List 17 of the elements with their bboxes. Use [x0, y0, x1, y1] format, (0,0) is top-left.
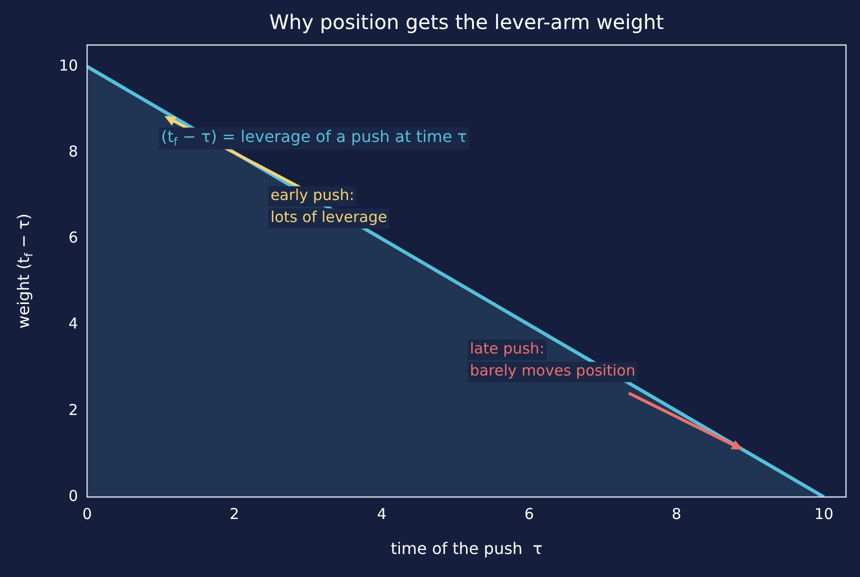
x-tick-label: 4 [377, 504, 387, 523]
y-tick-label: 0 [68, 486, 78, 505]
annotation: early push: lots of leverage [270, 186, 388, 226]
x-tick-label: 0 [82, 504, 92, 523]
y-tick-label: 2 [68, 400, 78, 419]
y-tick-label: 4 [68, 314, 78, 333]
x-tick-label: 2 [230, 504, 240, 523]
x-tick-label: 10 [814, 504, 834, 523]
chart-title: Why position gets the lever-arm weight [269, 10, 664, 34]
y-axis-title: weight (tf − τ) [14, 214, 36, 328]
y-tick-label: 6 [68, 228, 78, 247]
x-tick-label: 6 [524, 504, 534, 523]
y-tick-label: 8 [68, 142, 78, 161]
y-tick-label: 10 [58, 56, 78, 74]
x-tick-label: 8 [672, 504, 682, 523]
annotation: late push: barely moves position [470, 340, 636, 380]
x-axis-title: time of the push τ [390, 539, 542, 558]
